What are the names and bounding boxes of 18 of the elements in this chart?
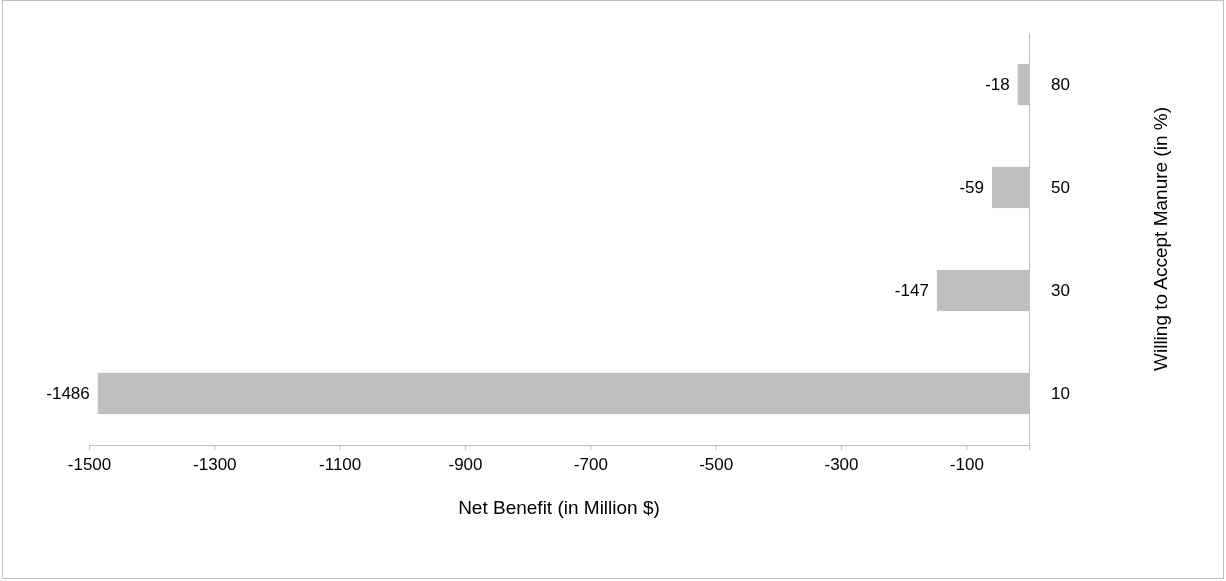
y-tick-label: 80 [1051,74,1070,94]
y-tick-label: 10 [1051,383,1070,403]
y-tick-label: 50 [1051,177,1070,197]
x-tick-label: -1500 [67,455,112,475]
x-tick-label: -100 [949,455,984,475]
x-tick-label: -900 [448,455,483,475]
x-tick-label: -300 [824,455,859,475]
y-tick-label: 30 [1051,280,1070,300]
data-label: -18 [985,75,1010,95]
x-tick-label: -700 [573,455,608,475]
y-axis-title: Willing to Accept Manure (in %) [1149,107,1171,371]
data-label: -147 [894,281,929,301]
x-tick-label: -500 [699,455,734,475]
x-axis-title: Net Benefit (in Million $) [458,497,660,518]
x-tick-label: -1100 [319,455,362,475]
data-label: -59 [959,178,985,198]
data-label: -1486 [46,384,90,404]
x-tick-label: -1300 [193,455,237,475]
